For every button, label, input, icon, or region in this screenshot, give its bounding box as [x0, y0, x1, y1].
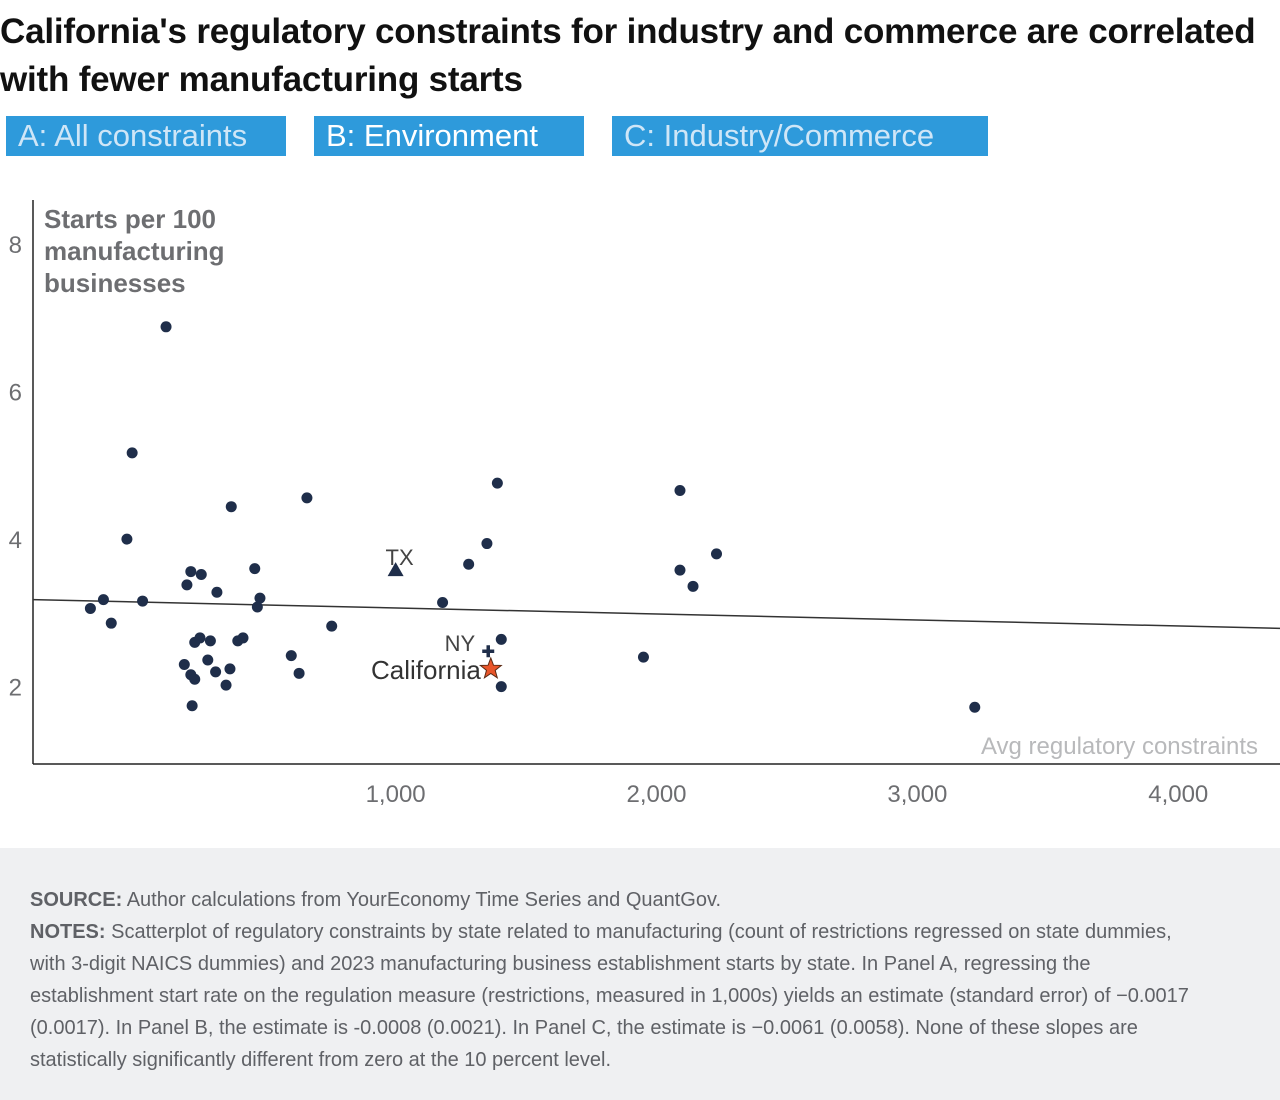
- footer: SOURCE: Author calculations from YourEco…: [0, 848, 1280, 1100]
- axes: [32, 200, 1280, 765]
- data-point-18: [204, 635, 216, 647]
- notes-line: NOTES: Scatterplot of regulatory constra…: [30, 916, 1200, 1076]
- y-tick-label-4: 4: [9, 527, 22, 554]
- data-point-20: [211, 586, 223, 598]
- data-point-28: [254, 592, 266, 604]
- marker-ny: [482, 645, 495, 658]
- data-point-29: [285, 650, 297, 662]
- y-tick-label-6: 6: [9, 380, 22, 407]
- scatter-chart: 2 4 6 8 1,000 2,000 3,000 4,000 Starts per 100…: [9, 200, 1280, 808]
- data-point-6: [137, 595, 149, 607]
- notes-label: NOTES:: [30, 921, 106, 943]
- label-california: California: [371, 655, 481, 685]
- data-point-7: [160, 321, 172, 333]
- x-tick-label-1000: 1,000: [366, 781, 426, 808]
- data-point-23: [225, 501, 237, 513]
- data-point-13: [189, 673, 201, 685]
- label-tx: TX: [386, 545, 414, 570]
- chart-title: California's regulatory constraints for …: [0, 12, 1256, 99]
- x-tick-labels: 1,000 2,000 3,000 4,000: [366, 781, 1209, 808]
- data-point-16: [195, 569, 207, 581]
- data-point-36: [491, 477, 503, 489]
- y-axis-label-line-2: manufacturing: [44, 236, 225, 266]
- data-point-27: [251, 601, 263, 613]
- data-point-26: [249, 563, 261, 575]
- source-label: SOURCE:: [30, 889, 123, 911]
- data-point-35: [481, 538, 493, 550]
- trend-line: [32, 598, 1280, 630]
- panel-tabs: A: All constraints B: Environment C: Ind…: [0, 116, 1280, 156]
- tab-all-constraints[interactable]: A: All constraints: [6, 116, 286, 156]
- notes-text: Scatterplot of regulatory constraints by…: [30, 921, 1189, 1071]
- data-point-22: [224, 663, 236, 675]
- footer-notes: SOURCE: Author calculations from YourEco…: [30, 884, 1200, 1076]
- y-axis-label: Starts per 100 manufacturing businesses: [44, 204, 232, 298]
- data-point-37: [495, 633, 507, 645]
- label-ny: NY: [445, 631, 476, 656]
- source-text: Author calculations from YourEconomy Tim…: [122, 889, 722, 911]
- data-point-41: [674, 564, 686, 576]
- data-point-38: [495, 681, 507, 693]
- data-point-43: [711, 548, 723, 560]
- data-point-39: [637, 651, 649, 663]
- data-point-12: [186, 700, 198, 712]
- data-point-40: [674, 484, 686, 496]
- y-axis-label-line-3: businesses: [44, 268, 186, 298]
- data-point-1: [84, 602, 96, 614]
- data-point-25: [237, 632, 249, 644]
- y-tick-label-8: 8: [9, 232, 22, 259]
- data-point-5: [126, 447, 138, 459]
- data-point-17: [202, 654, 214, 666]
- data-point-33: [437, 597, 449, 609]
- tab-environment[interactable]: B: Environment: [314, 116, 584, 156]
- data-point-44: [969, 701, 981, 713]
- y-axis-label-line-1: Starts per 100: [44, 204, 216, 234]
- data-point-3: [105, 617, 117, 629]
- data-point-31: [301, 492, 313, 504]
- data-points: [84, 321, 981, 713]
- data-point-9: [181, 579, 193, 591]
- x-axis-label: Avg regulatory constraints: [981, 733, 1258, 760]
- marker-tx: [387, 562, 404, 577]
- x-tick-label-3000: 3,000: [887, 781, 947, 808]
- data-point-19: [210, 666, 222, 678]
- y-tick-label-2: 2: [9, 675, 22, 702]
- data-point-15: [194, 632, 206, 644]
- data-point-10: [185, 566, 197, 578]
- y-tick-labels: 2 4 6 8: [9, 232, 22, 701]
- data-point-42: [687, 580, 699, 592]
- data-point-32: [326, 620, 338, 632]
- data-point-34: [463, 558, 475, 570]
- marker-california: [479, 656, 503, 679]
- tab-industry-commerce[interactable]: C: Industry/Commerce: [612, 116, 988, 156]
- source-line: SOURCE: Author calculations from YourEco…: [30, 884, 1200, 916]
- data-point-21: [220, 679, 232, 691]
- data-point-30: [293, 667, 305, 679]
- data-point-4: [121, 533, 133, 545]
- x-tick-label-2000: 2,000: [626, 781, 686, 808]
- data-point-2: [97, 594, 109, 606]
- x-tick-label-4000: 4,000: [1148, 781, 1208, 808]
- data-point-8: [178, 658, 190, 670]
